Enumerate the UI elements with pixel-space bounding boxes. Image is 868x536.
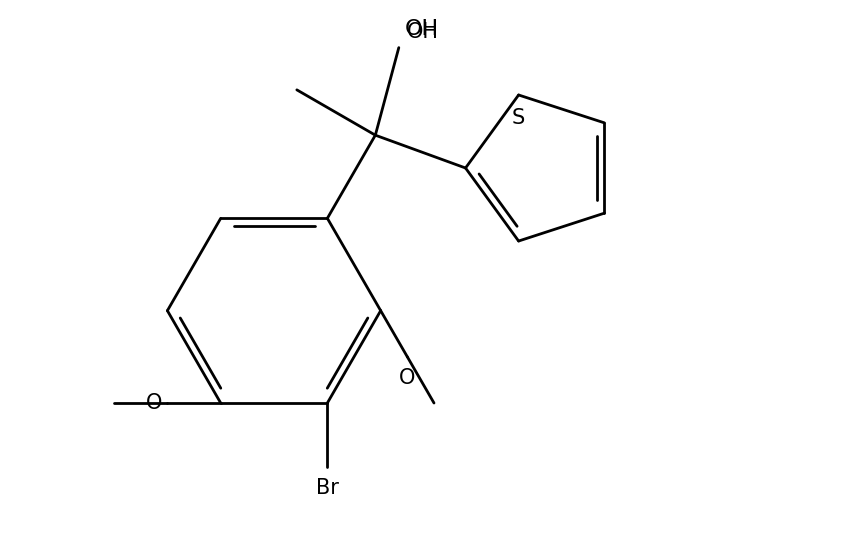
Text: OH: OH [407,23,439,42]
Text: Br: Br [316,478,339,497]
Text: OH: OH [405,19,439,39]
Text: O: O [146,393,162,413]
Text: S: S [512,108,525,128]
Text: O: O [399,368,416,388]
